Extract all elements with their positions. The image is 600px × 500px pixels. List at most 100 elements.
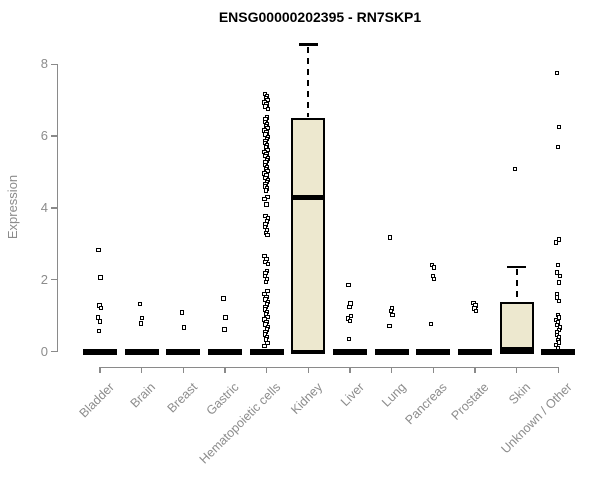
- x-tick: [182, 366, 185, 373]
- outlier-point: [387, 323, 392, 329]
- outlier-point: [390, 312, 395, 318]
- outlier-point: [557, 273, 562, 279]
- x-tick: [140, 366, 143, 373]
- outlier-point: [555, 144, 560, 150]
- outlier-point: [265, 314, 270, 320]
- x-tick: [99, 366, 101, 373]
- zero-box-bar: [207, 349, 242, 355]
- x-tick: [390, 366, 393, 373]
- lower-whisker-cap: [291, 349, 326, 354]
- outlier-point: [387, 235, 393, 240]
- outlier-point: [137, 301, 143, 306]
- zero-box-bar: [249, 349, 284, 355]
- outlier-point: [555, 322, 560, 328]
- zero-box-bar: [83, 349, 117, 355]
- x-tick-label: Kidney: [288, 380, 326, 417]
- x-tick: [265, 366, 268, 373]
- outlier-point: [265, 340, 270, 346]
- outlier-point: [262, 197, 267, 202]
- outlier-point: [97, 319, 103, 324]
- x-tick: [515, 366, 518, 373]
- outlier-point: [138, 321, 144, 326]
- outlier-point: [221, 296, 226, 301]
- y-tick-label: 2: [40, 271, 48, 287]
- zero-box-bar: [374, 349, 409, 355]
- y-tick: [50, 207, 57, 209]
- x-tick-label: Lung: [378, 380, 409, 410]
- outlier-point: [96, 247, 101, 253]
- x-tick-label: Skin: [506, 380, 534, 408]
- outlier-point: [556, 262, 561, 268]
- chart-title: ENSG00000202395 - RN7SKP1: [218, 9, 422, 25]
- y-tick-label: 0: [40, 343, 48, 359]
- outlier-point: [431, 265, 436, 270]
- zero-box-bar: [416, 349, 451, 355]
- x-axis-line: [99, 366, 560, 368]
- zero-box-bar: [124, 349, 159, 355]
- outlier-point: [348, 313, 354, 319]
- outlier-point: [262, 343, 267, 348]
- outlier-point: [265, 261, 271, 267]
- x-tick-label: Pancreas: [402, 380, 451, 428]
- y-tick-label: 6: [40, 128, 48, 144]
- x-tick-label: Bladder: [76, 380, 117, 421]
- lower-whisker-cap: [499, 349, 534, 354]
- box: [291, 118, 326, 354]
- outlier-point: [554, 71, 559, 76]
- outlier-point: [556, 124, 561, 129]
- whisker-line: [515, 268, 518, 301]
- zero-box-bar: [541, 349, 576, 355]
- outlier-point: [263, 297, 268, 302]
- outlier-point: [554, 240, 559, 245]
- x-tick: [432, 366, 435, 373]
- outlier-point: [556, 345, 561, 351]
- x-tick-label: Brain: [128, 380, 159, 411]
- outlier-point: [555, 270, 560, 275]
- outlier-point: [432, 276, 437, 282]
- outlier-point: [557, 315, 562, 320]
- outlier-point: [222, 327, 227, 332]
- x-tick-label: Hematopoietic cells: [196, 380, 284, 467]
- box: [499, 301, 534, 354]
- whisker-cap: [298, 43, 318, 46]
- x-tick: [474, 366, 476, 373]
- outlier-point: [95, 315, 101, 320]
- outlier-point: [98, 305, 104, 310]
- outlier-point: [139, 315, 145, 321]
- whisker-line: [307, 46, 310, 118]
- outlier-point: [181, 325, 186, 330]
- outlier-point: [347, 304, 352, 310]
- outlier-point: [263, 322, 268, 327]
- y-tick: [50, 278, 57, 281]
- x-tick: [349, 366, 351, 373]
- zero-box-bar: [457, 349, 492, 355]
- y-tick: [50, 63, 57, 66]
- outlier-point: [263, 279, 269, 285]
- outlier-point: [512, 166, 518, 172]
- x-tick-label: Prostate: [449, 380, 492, 423]
- outlier-point: [388, 308, 394, 314]
- whisker-cap: [507, 265, 527, 269]
- y-tick: [50, 350, 57, 353]
- zero-box-bar: [332, 349, 367, 355]
- x-tick-label: Gastric: [203, 380, 242, 418]
- x-tick: [307, 366, 310, 373]
- outlier-point: [556, 298, 561, 304]
- outlier-point: [557, 340, 562, 345]
- x-tick-label: Breast: [164, 380, 201, 416]
- outlier-point: [346, 337, 352, 342]
- outlier-point: [223, 315, 228, 320]
- outlier-point: [96, 328, 102, 334]
- y-tick: [50, 135, 57, 137]
- x-tick: [557, 366, 559, 373]
- outlier-point: [557, 237, 562, 242]
- outlier-point: [264, 202, 269, 207]
- median-line: [291, 194, 326, 200]
- outlier-point: [98, 275, 103, 280]
- x-tick: [224, 366, 226, 373]
- outlier-point: [347, 318, 353, 324]
- y-tick-label: 4: [40, 199, 48, 215]
- outlier-point: [179, 310, 184, 315]
- outlier-point: [556, 280, 561, 285]
